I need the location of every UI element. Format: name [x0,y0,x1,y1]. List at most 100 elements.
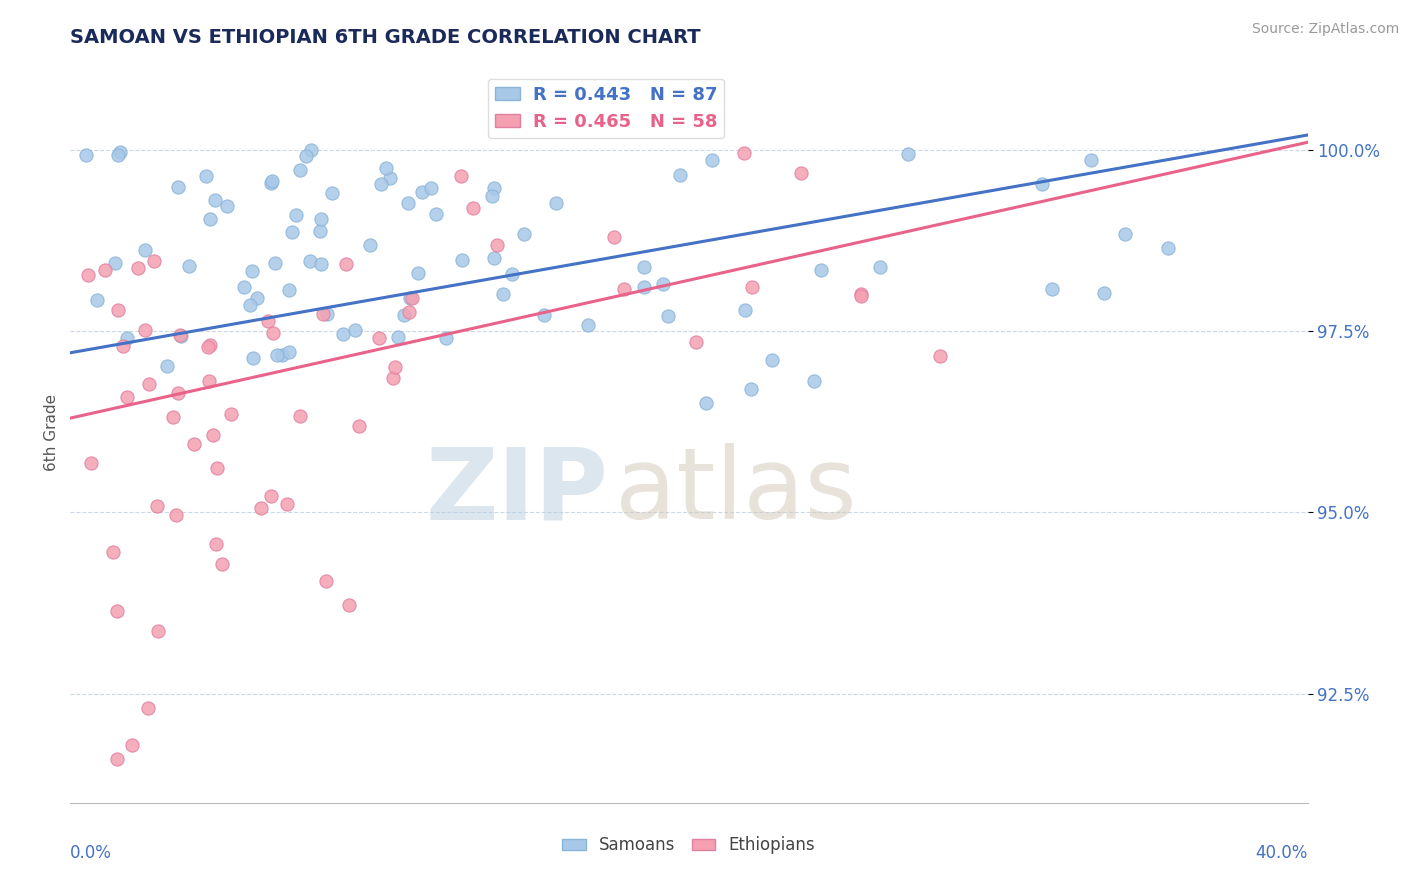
Point [205,536,228,550]
Point [337,598,360,612]
Point [165,508,187,522]
Point [406,266,429,280]
Point [219,407,242,421]
Point [425,206,447,220]
Point [107,147,129,161]
Point [198,374,221,388]
Point [669,168,692,182]
Point [115,331,138,345]
Point [166,180,188,194]
Text: SAMOAN VS ETHIOPIAN 6TH GRADE CORRELATION CHART: SAMOAN VS ETHIOPIAN 6TH GRADE CORRELATIO… [70,28,702,47]
Point [205,460,228,475]
Point [316,307,339,321]
Point [284,209,307,223]
Point [482,181,505,195]
Point [215,199,238,213]
Point [695,395,717,409]
Point [211,558,233,572]
Point [309,257,332,271]
Point [298,254,321,268]
Point [264,256,287,270]
Point [419,181,441,195]
Point [309,211,332,226]
Point [197,340,219,354]
Point [134,243,156,257]
Point [146,499,169,513]
Point [411,185,433,199]
Point [332,327,354,342]
Point [501,267,523,281]
Point [382,371,405,385]
Point [733,145,755,160]
Point [481,189,503,203]
Point [384,359,406,374]
Point [398,305,420,319]
Point [77,268,100,283]
Point [105,752,128,766]
Text: ZIP: ZIP [426,443,609,541]
Point [101,545,124,559]
Point [260,489,283,503]
Point [485,238,508,252]
Point [513,227,536,241]
Point [396,196,419,211]
Point [335,257,357,271]
Point [262,326,284,341]
Point [803,374,825,388]
Point [741,279,763,293]
Point [250,500,273,515]
Point [79,456,101,470]
Point [94,263,117,277]
Point [1080,153,1102,167]
Point [399,291,422,305]
Point [195,169,218,184]
Point [271,348,294,362]
Point [387,330,409,344]
Point [315,574,337,589]
Point [204,194,226,208]
Point [613,282,636,296]
Point [169,327,191,342]
Point [657,309,679,323]
Point [143,253,166,268]
Point [233,280,256,294]
Text: 0.0%: 0.0% [70,844,112,862]
Point [167,385,190,400]
Point [370,178,392,192]
Point [1031,177,1053,191]
Point [107,303,129,318]
Point [533,308,555,322]
Point [1092,286,1115,301]
Point [146,624,169,639]
Point [312,307,335,321]
Point [633,280,655,294]
Point [849,289,872,303]
Point [450,169,472,184]
Point [651,277,673,291]
Text: atlas: atlas [614,443,856,541]
Point [134,323,156,337]
Point [344,323,367,337]
Point [740,382,762,396]
Point [246,291,269,305]
Point [761,353,783,368]
Point [198,337,221,351]
Point [790,165,813,179]
Point [374,161,396,175]
Point [290,409,312,423]
Point [260,176,283,190]
Point [198,212,221,227]
Point [105,604,128,618]
Point [138,376,160,391]
Point [183,437,205,451]
Point [321,186,343,200]
Point [112,339,135,353]
Point [295,149,318,163]
Point [633,260,655,274]
Point [177,260,200,274]
Point [434,331,457,345]
Point [127,261,149,276]
Point [202,428,225,442]
Point [309,223,332,237]
Point [1040,282,1063,296]
